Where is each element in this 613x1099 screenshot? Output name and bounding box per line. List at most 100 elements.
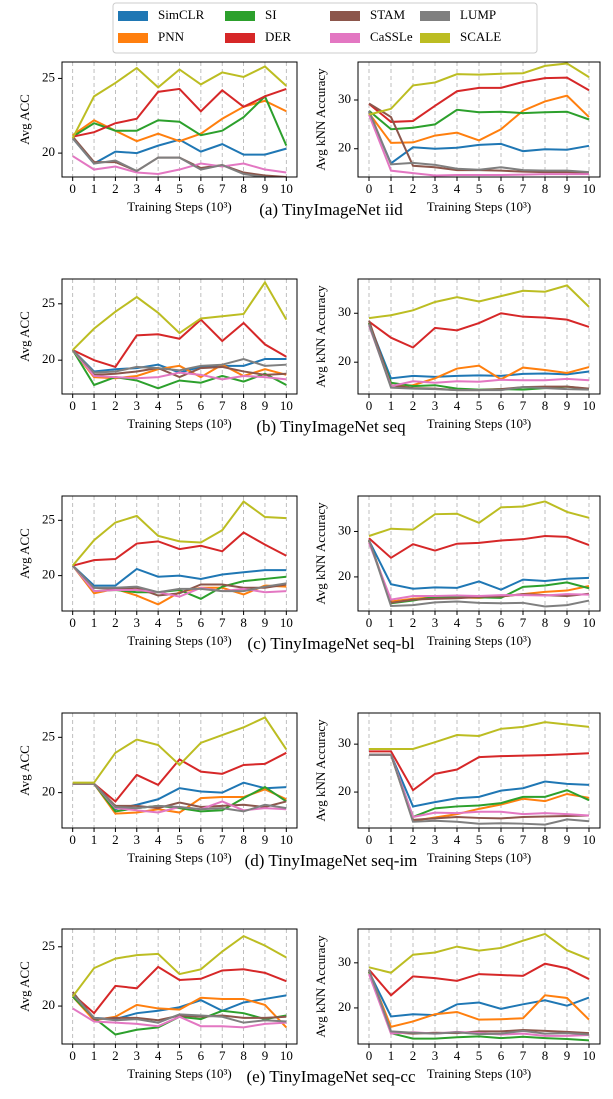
x-tick-label: 10 xyxy=(583,1048,596,1063)
legend-label: SCALE xyxy=(460,29,501,44)
x-tick-label: 0 xyxy=(69,615,76,630)
series-line xyxy=(72,782,287,813)
y-tick-label: 30 xyxy=(338,91,351,106)
series-line xyxy=(368,539,590,608)
legend-swatch xyxy=(118,33,148,43)
x-tick-label: 8 xyxy=(542,181,549,196)
x-axis-label: Training Steps (10³) xyxy=(427,633,532,648)
series-line xyxy=(71,500,287,567)
x-tick-label: 3 xyxy=(134,181,141,196)
x-tick-label: 9 xyxy=(564,181,571,196)
x-tick-label: 7 xyxy=(520,615,527,630)
y-tick-label: 25 xyxy=(42,511,55,526)
legend-label: DER xyxy=(265,29,291,44)
series-line xyxy=(368,111,590,165)
x-axis-label: Training Steps (10³) xyxy=(127,199,232,214)
x-tick-label: 8 xyxy=(240,1048,247,1063)
series-line xyxy=(72,531,287,567)
y-tick-label: 30 xyxy=(338,522,351,537)
y-axis-label: Avg kNN Accuracy xyxy=(313,502,328,605)
legend-label: SimCLR xyxy=(158,7,205,22)
y-axis-label: Avg kNN Accuracy xyxy=(313,68,328,171)
legend-label: STAM xyxy=(370,7,406,22)
series-line xyxy=(368,500,590,537)
series-line xyxy=(72,1007,287,1029)
series-line xyxy=(72,564,287,587)
x-axis-label: Training Steps (10³) xyxy=(427,199,532,214)
y-axis-label: Avg ACC xyxy=(17,311,32,362)
x-tick-label: 0 xyxy=(366,181,373,196)
x-tick-label: 4 xyxy=(155,398,162,413)
x-tick-label: 4 xyxy=(454,615,461,630)
x-tick-label: 3 xyxy=(432,615,439,630)
x-tick-label: 1 xyxy=(388,832,395,847)
x-tick-label: 3 xyxy=(134,615,141,630)
legend-swatch xyxy=(225,33,255,43)
series-line xyxy=(369,750,590,792)
x-tick-label: 6 xyxy=(198,1048,205,1063)
y-tick-label: 20 xyxy=(338,140,351,155)
x-tick-label: 7 xyxy=(520,181,527,196)
x-tick-label: 2 xyxy=(112,181,119,196)
x-tick-label: 0 xyxy=(69,832,76,847)
x-tick-label: 9 xyxy=(564,1048,571,1063)
x-tick-label: 2 xyxy=(112,832,119,847)
x-tick-label: 7 xyxy=(219,832,226,847)
x-tick-label: 4 xyxy=(155,181,162,196)
x-axis-label: Training Steps (10³) xyxy=(127,633,232,648)
x-tick-label: 6 xyxy=(198,398,205,413)
x-tick-label: 7 xyxy=(520,1048,527,1063)
series-line xyxy=(369,753,590,808)
x-tick-label: 5 xyxy=(176,181,183,196)
x-tick-label: 10 xyxy=(280,615,293,630)
legend-swatch xyxy=(420,11,450,21)
x-tick-label: 1 xyxy=(388,1048,395,1063)
x-tick-label: 5 xyxy=(476,398,483,413)
x-tick-label: 4 xyxy=(155,1048,162,1063)
x-axis-label: Training Steps (10³) xyxy=(127,416,232,431)
x-tick-label: 9 xyxy=(564,832,571,847)
series-line xyxy=(368,114,589,177)
series-line xyxy=(368,534,590,560)
series-line xyxy=(71,564,287,594)
caption: (d) TinyImageNet seq-im xyxy=(245,851,418,870)
x-tick-label: 9 xyxy=(262,398,269,413)
x-tick-label: 1 xyxy=(91,398,98,413)
x-axis-label: Training Steps (10³) xyxy=(427,1066,532,1081)
y-axis-label: Avg kNN Accuracy xyxy=(313,719,328,822)
x-tick-label: 8 xyxy=(240,181,247,196)
legend-swatch xyxy=(330,33,360,43)
series-line xyxy=(368,971,590,1029)
series-line xyxy=(72,94,288,147)
y-tick-label: 20 xyxy=(338,999,351,1014)
x-tick-label: 10 xyxy=(583,181,596,196)
x-tick-label: 2 xyxy=(112,615,119,630)
x-tick-label: 3 xyxy=(432,832,439,847)
x-tick-label: 1 xyxy=(91,615,98,630)
caption: (b) TinyImageNet seq xyxy=(256,417,406,436)
x-tick-label: 7 xyxy=(219,181,226,196)
series-line xyxy=(368,932,590,974)
x-tick-label: 0 xyxy=(366,615,373,630)
plot-frame xyxy=(61,712,298,829)
series-line xyxy=(72,965,287,1015)
series-line xyxy=(72,751,287,803)
legend-swatch xyxy=(330,11,360,21)
plot-frame xyxy=(357,278,601,395)
series-line xyxy=(368,971,590,1018)
series-line xyxy=(71,280,288,351)
series-line xyxy=(368,110,590,174)
x-tick-label: 5 xyxy=(176,832,183,847)
x-tick-label: 8 xyxy=(542,832,549,847)
x-tick-label: 0 xyxy=(366,832,373,847)
x-tick-label: 3 xyxy=(134,832,141,847)
x-tick-label: 4 xyxy=(155,615,162,630)
x-tick-label: 2 xyxy=(410,832,417,847)
x-tick-label: 8 xyxy=(542,1048,549,1063)
series-line xyxy=(368,969,590,1036)
series-line xyxy=(368,971,590,1042)
x-tick-label: 2 xyxy=(112,1048,119,1063)
x-tick-label: 5 xyxy=(476,1048,483,1063)
x-tick-label: 4 xyxy=(454,398,461,413)
series-line xyxy=(71,349,287,374)
